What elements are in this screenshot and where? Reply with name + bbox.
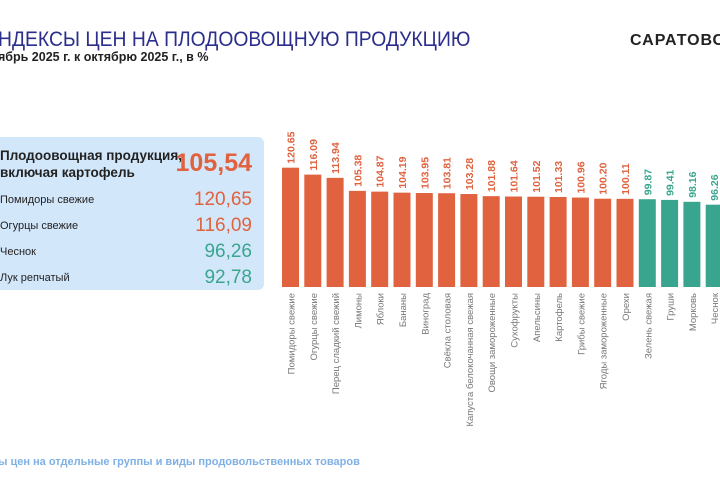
value-label: 101.33	[553, 161, 565, 193]
bar	[460, 194, 478, 287]
bar	[549, 196, 567, 287]
value-label: 103.95	[419, 157, 431, 189]
bar	[661, 199, 679, 287]
value-label: 103.28	[464, 158, 476, 190]
bar	[705, 204, 720, 287]
value-label: 104.19	[397, 156, 409, 188]
category-label: Капуста белокочанная свежая	[465, 293, 476, 427]
value-label: 98.16	[687, 171, 699, 197]
category-label: Помидоры свежие	[287, 293, 298, 374]
page-title: НДЕКСЫ ЦЕН НА ПЛОДООВОЩНУЮ ПРОДУКЦИЮ	[0, 28, 471, 51]
value-label: 101.52	[531, 160, 543, 192]
value-label: 104.87	[375, 155, 387, 187]
footer-link[interactable]: ы цен на отдельные группы и виды продово…	[0, 456, 360, 468]
page-subtitle: ябрь 2025 г. к октябрю 2025 г., в %	[0, 50, 209, 64]
value-label: 101.64	[509, 160, 521, 192]
category-label: Свёкла столовая	[443, 293, 454, 368]
category-label: Ягоды замороженные	[599, 293, 610, 389]
value-label: 103.81	[442, 157, 454, 189]
category-label: Грибы свежие	[576, 293, 587, 355]
main-label-line1: Плодоовощная продукция,	[0, 148, 182, 163]
category-label: Морковь	[688, 293, 699, 331]
bar	[571, 197, 589, 287]
category-label: Зелень свежая	[643, 293, 654, 359]
value-label: 105.38	[352, 155, 364, 187]
value-label: 100.20	[598, 162, 610, 194]
bar	[282, 167, 299, 287]
summary-card: Плодоовощная продукция, включая картофель…	[0, 137, 264, 290]
main-label-line2: включая картофель	[0, 165, 135, 180]
value-label: 99.87	[642, 169, 654, 195]
category-label: Овощи замороженные	[487, 293, 498, 393]
category-label: Чеснок	[710, 292, 720, 324]
value-label: 99.41	[665, 169, 677, 195]
brand-logo-text: САРАТОВС	[630, 32, 720, 49]
item-value: 96,26	[204, 241, 252, 262]
category-label: Картофель	[554, 293, 565, 342]
main-index-value: 105,54	[175, 149, 252, 177]
bar	[594, 198, 612, 287]
bar	[415, 193, 433, 287]
bar	[683, 201, 701, 287]
bar	[304, 174, 322, 287]
category-label: Яблоки	[376, 293, 387, 325]
bar	[393, 192, 411, 287]
main-index-label: Плодоовощная продукция, включая картофель	[0, 147, 182, 181]
bar	[326, 177, 344, 287]
bar	[371, 191, 389, 287]
item-label: Огурцы свежие	[0, 220, 79, 232]
category-label: Орехи	[621, 293, 632, 321]
bar	[638, 199, 656, 287]
item-label: Чеснок	[0, 246, 36, 258]
item-value: 92,78	[204, 267, 252, 288]
bar	[482, 196, 500, 287]
category-label: Лимоны	[353, 293, 364, 329]
category-label: Перец сладкий свежий	[331, 293, 342, 394]
value-label: 100.96	[575, 161, 587, 193]
value-label: 116.09	[308, 139, 320, 171]
category-label: Огурцы свежие	[309, 293, 320, 361]
bar	[505, 196, 522, 287]
value-label: 113.94	[330, 142, 342, 174]
bar	[527, 196, 545, 287]
category-label: Виноград	[420, 293, 431, 335]
item-value: 116,09	[195, 215, 252, 236]
item-label: Помидоры свежие	[0, 194, 95, 206]
item-value: 120,65	[193, 189, 252, 210]
category-label: Сухофрукты	[510, 293, 521, 348]
category-label: Апельсины	[532, 293, 543, 342]
bar	[348, 190, 366, 287]
category-label: Груши	[666, 293, 677, 320]
value-label: 120.65	[286, 131, 298, 163]
item-label: Лук репчатый	[0, 272, 70, 284]
value-label: 96.26	[709, 174, 720, 200]
bar	[438, 193, 456, 287]
value-label: 101.88	[486, 160, 498, 192]
bar	[616, 198, 634, 287]
value-label: 100.11	[620, 163, 632, 195]
category-label: Бананы	[398, 293, 409, 327]
